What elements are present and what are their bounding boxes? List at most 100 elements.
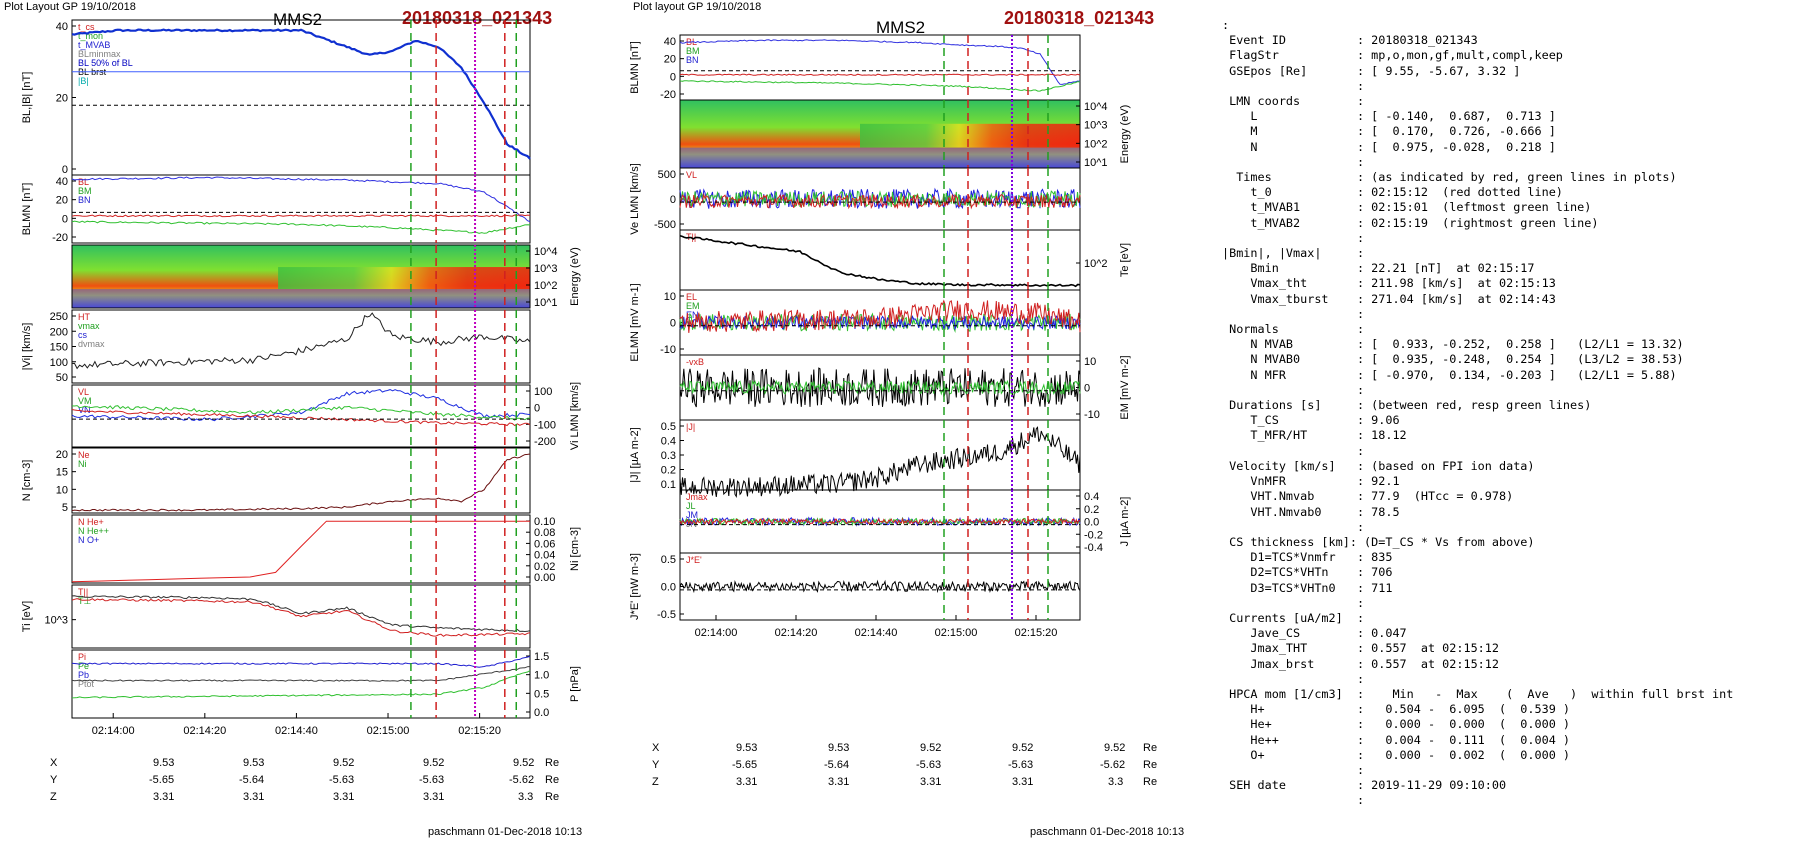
y-tick-label: 0.00 [534,572,555,584]
panel-frame [71,584,531,649]
y-tick-label: 0.04 [534,550,555,562]
legend-entry: JN [686,519,697,529]
y-tick-label: 0.1 [661,479,676,491]
y-tick-label: 0.08 [534,527,555,539]
legend-entry: Ni [78,459,87,469]
y-tick-label: 1.0 [534,670,549,682]
y-axis-label: J [µA m-2] [1119,497,1131,547]
y-tick-label: 0 [62,164,68,176]
pos-cell: 3.31 [828,776,850,788]
pos-cell: 9.53 [736,742,758,754]
y-tick-label: 1.5 [534,651,549,663]
series-line [71,389,531,422]
y-tick-label: 100 [534,386,552,398]
y-tick-label: 15 [56,467,68,479]
series-line [71,220,531,234]
legend-entry: N He++ [78,526,109,536]
y-tick-label: 0.2 [1084,504,1099,516]
mid-signature: paschmann 01-Dec-2018 10:13 [1030,826,1185,838]
pos-cell: 9.53 [153,757,175,769]
y-tick-label: 250 [50,311,68,323]
y-axis-label: ELMN [mV m-1] [629,283,641,361]
pos-cell: 3.3 [1108,776,1124,788]
legend-entry: |J| [686,422,695,432]
x-tick-label: 02:14:20 [183,725,226,737]
series-line [71,670,531,699]
y-tick-label: 0.4 [661,436,676,448]
y-tick-label: -500 [654,219,676,231]
panel-spec: 10^4 10^3 10^2 10^1 Energy (eV) [679,99,1131,169]
panel-frame [71,244,531,309]
panel-frame [679,229,1081,291]
y-tick-label: 0.0 [661,582,676,594]
y-tick-label: 0.02 [534,561,555,573]
legend-entry: N He+ [78,517,104,527]
y-tick-label: 200 [50,326,68,338]
pos-cell: 9.52 [1104,742,1126,754]
pos-cell: 9.53 [828,742,850,754]
pos-unit: Re [545,774,560,786]
legend-entry: T⊥ [78,596,91,606]
spectrogram-hot-band [860,123,1080,148]
y-tick-label: 10 [664,291,676,303]
y-axis-label: |J| [µA m-2] [629,427,641,482]
y-axis-label: N [cm-3] [21,460,33,502]
x-tick-label: 02:15:20 [1015,627,1058,639]
legend-entry: VL [78,387,89,397]
y-axis-label: J*E' [nW m-3] [629,553,641,620]
pos-cell: -5.65 [149,774,175,786]
series-line [71,214,531,218]
legend-entry: |B| [78,76,89,86]
y-tick-label: 5 [62,502,68,514]
mid-spacecraft-title: MMS2 [876,18,926,37]
panel-frame [71,174,531,244]
panel-frame [71,309,531,384]
pos-cell: 3.31 [1012,776,1034,788]
y-tick-label: 0.2 [661,465,676,477]
y-tick-label: 150 [50,342,68,354]
y-tick-label: -10 [1084,409,1100,421]
legend-entry: BL [78,177,89,187]
y-tick-label: 10^2 [534,280,558,292]
y-tick-label: -20 [660,89,676,101]
legend-entry: N O+ [78,535,99,545]
series-line [679,39,1081,85]
legend-entry: BL 50% of BL [78,58,133,68]
legend-entry: EN [686,310,699,320]
pos-cell: 3.31 [736,776,758,788]
pos-cell: -5.63 [916,759,942,771]
y-tick-label: -0.5 [657,609,676,621]
y-tick-label: 40 [56,176,68,188]
y-tick-label: 0.5 [661,421,676,433]
y-axis-label: Vi LMN [km/s] [569,382,581,450]
pos-label-y: Y [652,759,660,771]
pos-label-x: X [50,757,58,769]
y-axis-label: BLMN [nT] [629,41,641,94]
y-tick-label: 0.06 [534,538,555,550]
legend-entry: BN [78,195,91,205]
series-line [679,299,1081,333]
event-summary-text: : Event ID : 20180318_021343 FlagStr : m… [1222,18,1734,808]
pos-unit: Re [1143,776,1158,788]
legend-entry: -vxB [686,357,704,367]
left-signature: paschmann 01-Dec-2018 10:13 [428,826,583,838]
legend-entry: EM [686,301,700,311]
y-axis-label: |Vi| [km/s] [21,323,33,371]
pos-cell: 9.53 [243,757,265,769]
y-axis-label: BLMN [nT] [21,183,33,236]
y-tick-label: 10 [1084,356,1096,368]
x-tick-label: 02:15:00 [935,627,978,639]
y-axis-label: Te [eV] [1119,243,1131,277]
pos-label-z: Z [652,776,659,788]
y-tick-label: 10^3 [534,263,558,275]
legend-entry: VM [78,396,92,406]
y-tick-label: 0 [62,213,68,225]
series-line [71,405,531,421]
pos-cell: -5.62 [509,774,535,786]
pos-unit: Re [1143,759,1158,771]
